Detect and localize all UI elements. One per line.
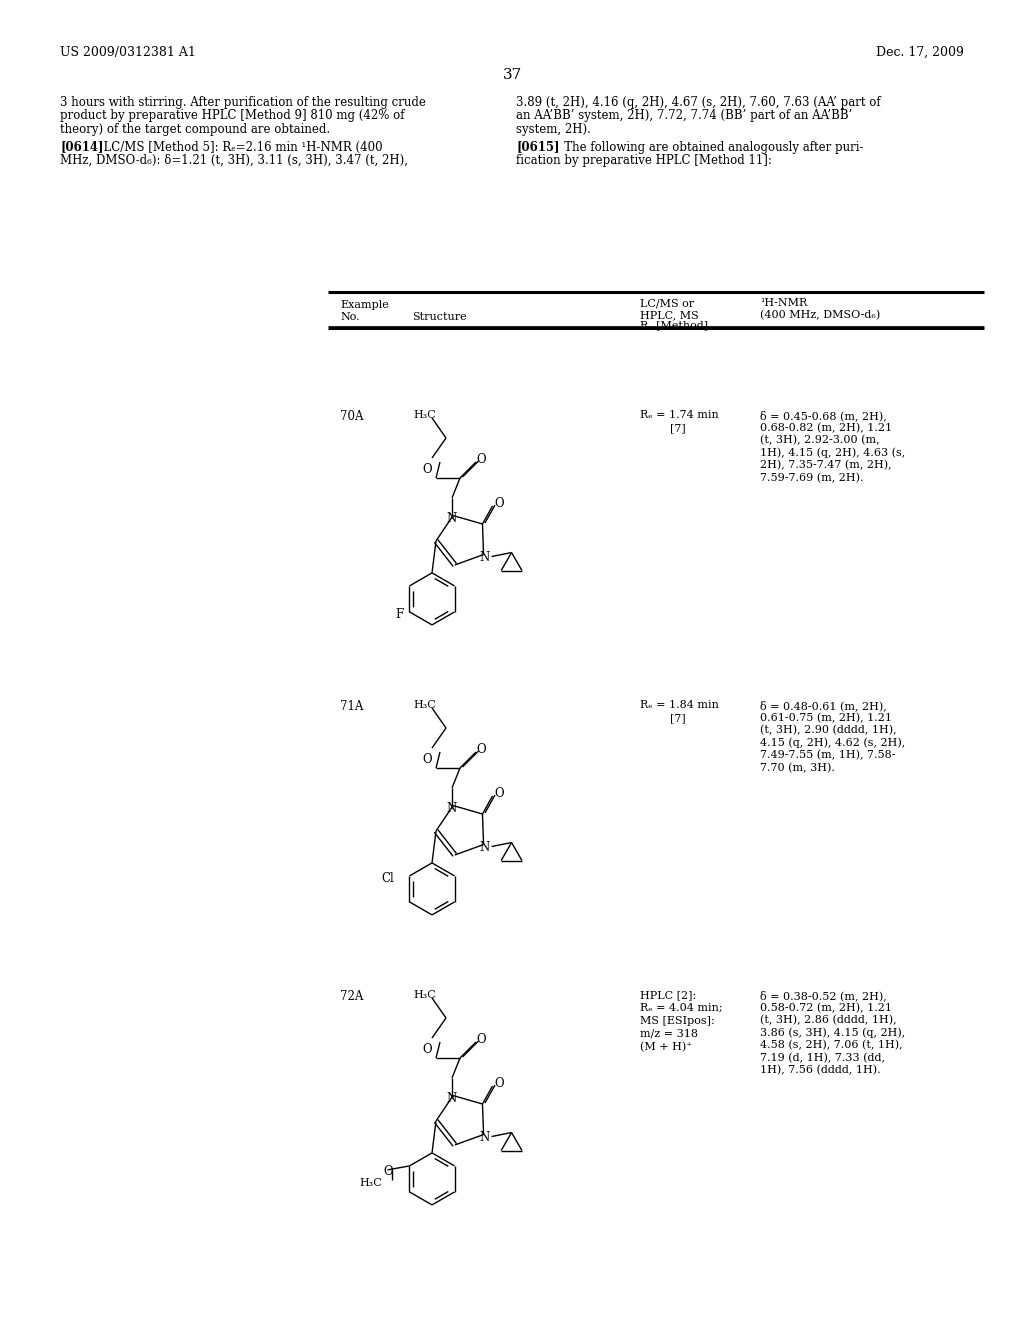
Text: 70A: 70A [340, 411, 364, 422]
Text: 7.59-7.69 (m, 2H).: 7.59-7.69 (m, 2H). [760, 473, 863, 483]
Text: (t, 3H), 2.86 (dddd, 1H),: (t, 3H), 2.86 (dddd, 1H), [760, 1015, 897, 1026]
Text: Rₑ = 1.74 min: Rₑ = 1.74 min [640, 411, 719, 420]
Text: H₃C: H₃C [413, 990, 436, 1001]
Text: N: N [479, 841, 489, 854]
Text: Example: Example [340, 300, 389, 310]
Text: 0.68-0.82 (m, 2H), 1.21: 0.68-0.82 (m, 2H), 1.21 [760, 422, 892, 433]
Text: (M + H)⁺: (M + H)⁺ [640, 1041, 692, 1052]
Text: (t, 3H), 2.92-3.00 (m,: (t, 3H), 2.92-3.00 (m, [760, 436, 880, 445]
Text: N: N [479, 550, 489, 564]
Text: m/z = 318: m/z = 318 [640, 1030, 698, 1039]
Text: O: O [384, 1166, 393, 1177]
Text: (400 MHz, DMSO-d₆): (400 MHz, DMSO-d₆) [760, 310, 881, 321]
Text: US 2009/0312381 A1: US 2009/0312381 A1 [60, 46, 196, 59]
Text: H₃C: H₃C [413, 411, 436, 420]
Text: [7]: [7] [670, 422, 686, 433]
Text: 0.61-0.75 (m, 2H), 1.21: 0.61-0.75 (m, 2H), 1.21 [760, 713, 892, 723]
Text: 37: 37 [503, 69, 521, 82]
Text: N: N [446, 1092, 457, 1105]
Text: No.: No. [340, 312, 359, 322]
Text: theory) of the target compound are obtained.: theory) of the target compound are obtai… [60, 123, 330, 136]
Text: δ = 0.45-0.68 (m, 2H),: δ = 0.45-0.68 (m, 2H), [760, 411, 887, 421]
Text: an AA’BB’ system, 2H), 7.72, 7.74 (BB’ part of an AA’BB’: an AA’BB’ system, 2H), 7.72, 7.74 (BB’ p… [516, 110, 852, 123]
Text: 2H), 7.35-7.47 (m, 2H),: 2H), 7.35-7.47 (m, 2H), [760, 459, 892, 470]
Text: Rₑ = 4.04 min;: Rₑ = 4.04 min; [640, 1003, 723, 1012]
Text: fication by preparative HPLC [Method 11]:: fication by preparative HPLC [Method 11]… [516, 154, 772, 168]
Text: 71A: 71A [340, 700, 364, 713]
Text: H₃C: H₃C [359, 1177, 382, 1188]
Text: δ = 0.38-0.52 (m, 2H),: δ = 0.38-0.52 (m, 2H), [760, 990, 887, 1001]
Text: 72A: 72A [340, 990, 364, 1003]
Text: N: N [446, 512, 457, 524]
Text: 3.89 (t, 2H), 4.16 (q, 2H), 4.67 (s, 2H), 7.60, 7.63 (AA’ part of: 3.89 (t, 2H), 4.16 (q, 2H), 4.67 (s, 2H)… [516, 96, 881, 110]
Text: N: N [446, 801, 457, 814]
Text: ¹H-NMR: ¹H-NMR [760, 298, 807, 308]
Text: 0.58-0.72 (m, 2H), 1.21: 0.58-0.72 (m, 2H), 1.21 [760, 1002, 892, 1012]
Text: LC/MS or: LC/MS or [640, 298, 694, 308]
Text: Cl: Cl [382, 873, 394, 884]
Text: 3 hours with stirring. After purification of the resulting crude: 3 hours with stirring. After purificatio… [60, 96, 426, 110]
Text: The following are obtained analogously after puri-: The following are obtained analogously a… [553, 140, 863, 153]
Text: system, 2H).: system, 2H). [516, 123, 591, 136]
Text: H₃C: H₃C [413, 700, 436, 710]
Text: δ = 0.48-0.61 (m, 2H),: δ = 0.48-0.61 (m, 2H), [760, 700, 887, 710]
Text: N: N [479, 1130, 489, 1143]
Text: MS [ESIpos]:: MS [ESIpos]: [640, 1016, 715, 1026]
Text: Structure: Structure [412, 312, 467, 322]
Text: HPLC, MS: HPLC, MS [640, 310, 698, 319]
Text: HPLC [2]:: HPLC [2]: [640, 990, 696, 1001]
Text: Rₑ = 1.84 min: Rₑ = 1.84 min [640, 700, 719, 710]
Text: Rₑ [Method]: Rₑ [Method] [640, 319, 709, 330]
Text: 7.70 (m, 3H).: 7.70 (m, 3H). [760, 763, 835, 772]
Text: O: O [422, 1043, 432, 1056]
Text: product by preparative HPLC [Method 9] 810 mg (42% of: product by preparative HPLC [Method 9] 8… [60, 110, 404, 123]
Text: [7]: [7] [670, 713, 686, 723]
Text: 4.15 (q, 2H), 4.62 (s, 2H),: 4.15 (q, 2H), 4.62 (s, 2H), [760, 738, 905, 748]
Text: O: O [476, 743, 485, 756]
Text: 7.49-7.55 (m, 1H), 7.58-: 7.49-7.55 (m, 1H), 7.58- [760, 750, 896, 760]
Text: O: O [495, 787, 504, 800]
Text: F: F [395, 609, 403, 620]
Text: 1H), 7.56 (dddd, 1H).: 1H), 7.56 (dddd, 1H). [760, 1065, 881, 1076]
Text: [0614]: [0614] [60, 140, 103, 153]
Text: (t, 3H), 2.90 (dddd, 1H),: (t, 3H), 2.90 (dddd, 1H), [760, 725, 897, 735]
Text: MHz, DMSO-d₆): δ=1.21 (t, 3H), 3.11 (s, 3H), 3.47 (t, 2H),: MHz, DMSO-d₆): δ=1.21 (t, 3H), 3.11 (s, … [60, 154, 408, 168]
Text: 3.86 (s, 3H), 4.15 (q, 2H),: 3.86 (s, 3H), 4.15 (q, 2H), [760, 1027, 905, 1038]
Text: O: O [495, 1077, 504, 1090]
Text: O: O [422, 752, 432, 766]
Text: [0615]: [0615] [516, 140, 559, 153]
Text: 4.58 (s, 2H), 7.06 (t, 1H),: 4.58 (s, 2H), 7.06 (t, 1H), [760, 1040, 902, 1051]
Text: Dec. 17, 2009: Dec. 17, 2009 [877, 46, 964, 59]
Text: 7.19 (d, 1H), 7.33 (dd,: 7.19 (d, 1H), 7.33 (dd, [760, 1052, 885, 1063]
Text: O: O [476, 1034, 485, 1045]
Text: 1H), 4.15 (q, 2H), 4.63 (s,: 1H), 4.15 (q, 2H), 4.63 (s, [760, 447, 905, 458]
Text: O: O [476, 453, 485, 466]
Text: O: O [422, 463, 432, 477]
Text: O: O [495, 498, 504, 510]
Text: LC/MS [Method 5]: Rₑ=2.16 min ¹H-NMR (400: LC/MS [Method 5]: Rₑ=2.16 min ¹H-NMR (40… [96, 140, 383, 153]
